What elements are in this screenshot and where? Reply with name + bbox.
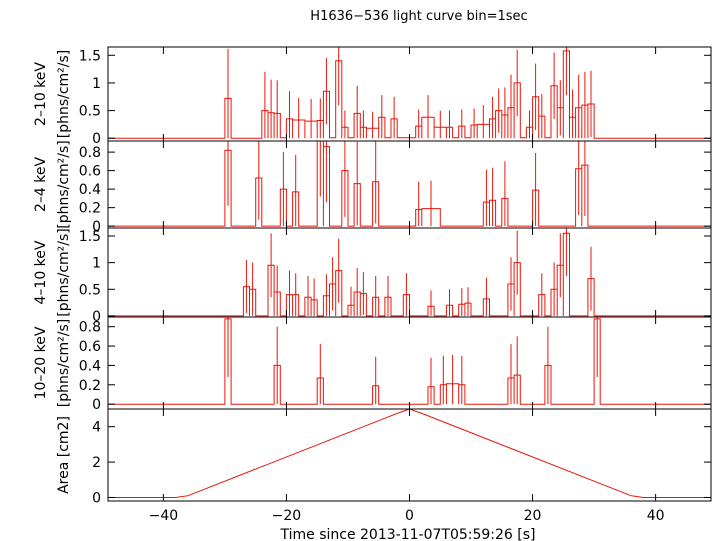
y-tick-label: 0 <box>92 309 101 325</box>
panel-frame <box>107 46 712 142</box>
y-tick-label: 0.8 <box>79 145 101 161</box>
y-tick-label: 0.4 <box>79 358 101 374</box>
y-tick-label: 1.5 <box>79 48 101 64</box>
panel-frame <box>107 140 712 229</box>
panel-frame <box>107 408 712 502</box>
area-curve <box>108 409 711 498</box>
y-axis-label-band: 4–10 keV <box>33 240 49 304</box>
y-tick-label: 0.5 <box>79 282 101 298</box>
y-tick-label: 0.6 <box>79 164 101 180</box>
panel-4: 0 0.2 0.4 0.6 0.8 10–20 keV [phns/cm²/s] <box>33 316 712 413</box>
panel-frame <box>107 316 712 410</box>
y-axis-label-unit: [phns/cm²/s] <box>56 319 72 408</box>
x-tick-label: 40 <box>647 508 665 524</box>
y-axis-label-unit: [phns/cm²/s] <box>56 228 72 317</box>
panel-2: 0 0.2 0.4 0.6 0.8 2–4 keV [phns/cm²/s] <box>33 140 712 235</box>
y-tick-label: 0 <box>92 397 101 413</box>
y-axis-label-band: 10–20 keV <box>33 326 49 399</box>
y-tick-label: 0.6 <box>79 339 101 355</box>
y-axis-label-unit: [phns/cm²/s] <box>56 50 72 139</box>
y-tick-label: 0.5 <box>79 104 101 120</box>
y-axis-label-unit: [phns/cm²/s] <box>56 140 72 229</box>
y-tick-label: 0 <box>92 490 101 506</box>
y-tick-label: 0 <box>92 131 101 147</box>
series-group <box>108 228 711 317</box>
chart-title: H1636−536 light curve bin=1sec <box>310 9 527 24</box>
light-curve-step <box>108 318 711 405</box>
y-tick-label: 1.5 <box>79 229 101 245</box>
light-curve-step <box>108 50 711 139</box>
y-tick-label: 4 <box>92 420 101 436</box>
series-group <box>108 141 711 227</box>
x-tick-label: −20 <box>272 508 302 524</box>
panel-1: 0 0.5 1 1.5 2–10 keV [phns/cm²/s] <box>33 46 712 147</box>
y-axis-label-band: 2–4 keV <box>33 157 49 212</box>
x-tick-label: 20 <box>524 508 542 524</box>
x-axis-label: Time since 2013-11-07T05:59:26 [s] <box>280 527 536 541</box>
y-tick-label: 0.2 <box>79 201 101 217</box>
light-curve-step <box>108 232 711 317</box>
y-axis-label-band: 2–10 keV <box>33 62 49 126</box>
panel-3: 0 0.5 1 1.5 4–10 keV [phns/cm²/s] <box>33 227 712 325</box>
x-tick-label: −40 <box>149 508 179 524</box>
x-tick-label: 0 <box>405 508 414 524</box>
series-group <box>108 47 711 139</box>
y-tick-label: 1 <box>92 256 101 272</box>
panels-group: 0 0.5 1 1.5 2–10 keV [phns/cm²/s] 0 0.2 0.4 0.6 0.… <box>33 46 712 524</box>
y-tick-label: 2 <box>92 455 101 471</box>
series-group <box>108 317 711 405</box>
y-tick-label: 0.2 <box>79 378 101 394</box>
series-group <box>108 409 711 498</box>
y-tick-label: 0.4 <box>79 182 101 198</box>
y-tick-label: 0 <box>92 219 101 235</box>
y-tick-label: 0.8 <box>79 320 101 336</box>
light-curve-step <box>108 141 711 227</box>
y-tick-label: 1 <box>92 76 101 92</box>
panel-5: 0 2 4 Area [cm2] <box>56 408 712 506</box>
y-axis-label: Area [cm2] <box>56 416 72 494</box>
